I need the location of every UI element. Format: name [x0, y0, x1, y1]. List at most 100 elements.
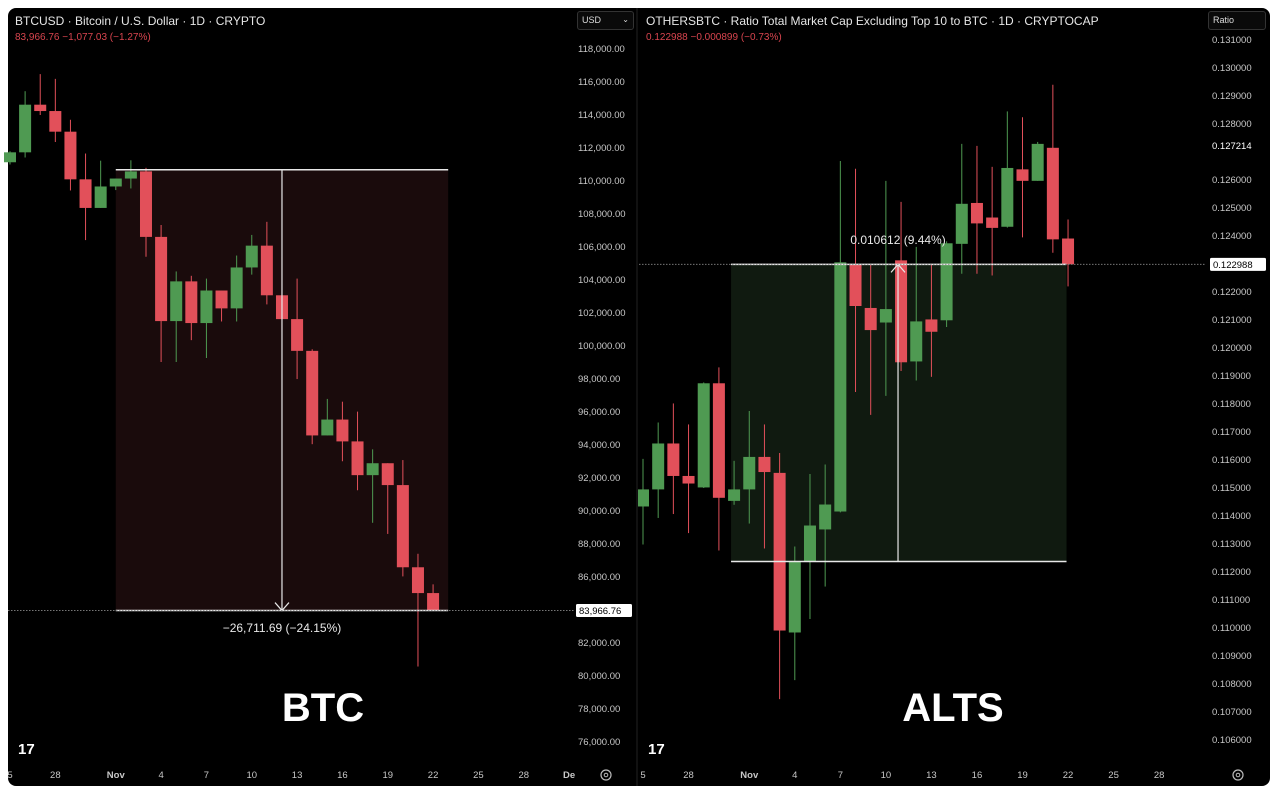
candle-body	[834, 262, 847, 512]
x-tick-label: 13	[292, 770, 303, 781]
x-tick-label: 16	[337, 770, 348, 781]
candle-body	[1001, 167, 1014, 227]
candle-body	[879, 309, 892, 323]
alts-quote: 0.122988 −0.000899 (−0.73%)	[646, 32, 782, 43]
candle-body	[396, 485, 409, 568]
x-tick-label: 28	[50, 770, 61, 781]
x-tick-label: 5	[640, 770, 645, 781]
y-tick-label: 0.126000	[1212, 175, 1252, 186]
y-tick-label: 0.117000	[1212, 427, 1251, 438]
candle-body	[366, 463, 379, 476]
candle-body	[773, 472, 786, 631]
candle	[245, 234, 258, 275]
y-tick-label: 0.119000	[1212, 371, 1251, 382]
x-tick-label: 4	[158, 770, 163, 781]
candle-body	[1046, 147, 1059, 240]
candle-body	[1016, 169, 1029, 181]
candle	[155, 224, 168, 362]
candle	[94, 160, 107, 208]
candle-body	[49, 111, 62, 132]
candle-body	[4, 152, 16, 163]
candle	[64, 119, 77, 191]
gear-outline	[1232, 769, 1244, 781]
candle	[381, 463, 394, 534]
candle	[803, 474, 816, 620]
candle-body	[758, 456, 771, 473]
candle	[864, 264, 877, 415]
x-tick-label: 25	[473, 770, 484, 781]
scale-select[interactable]: Ratio	[1208, 11, 1266, 30]
x-tick-label: 22	[1063, 770, 1074, 781]
candle	[955, 143, 968, 274]
candle	[970, 145, 983, 274]
btc-symbol-title: BTCUSD · Bitcoin / U.S. Dollar · 1D · CR…	[15, 14, 266, 28]
x-tick-label: Nov	[107, 770, 126, 781]
candle	[940, 241, 953, 327]
y-tick-label: 92,000.00	[578, 473, 620, 484]
candle	[697, 382, 710, 488]
y-tick-label: 104,000.00	[578, 275, 626, 286]
alts-chart: 0.010612 (9.44%) 0.131000 0.130000 0.129000…	[636, 35, 1266, 781]
candle-body	[427, 593, 440, 611]
x-tick-label: 28	[683, 770, 694, 781]
candle-body	[94, 186, 107, 208]
last-price-badge-text: 0.122988	[1213, 260, 1253, 271]
chevron-down-icon: ⌄	[622, 15, 629, 24]
candle	[743, 411, 756, 524]
y-tick-label: 82,000.00	[578, 638, 620, 649]
x-tick-label: De	[563, 770, 575, 781]
y-tick-label: 0.107000	[1212, 707, 1252, 718]
candle	[986, 166, 999, 276]
y-tick-label: 0.122000	[1212, 287, 1252, 298]
settings-gear-icon[interactable]	[600, 769, 612, 781]
candle-body	[682, 475, 695, 484]
candle-body	[336, 419, 349, 442]
candle-body	[986, 217, 999, 228]
candle-body	[1031, 143, 1044, 181]
x-tick-label: 7	[204, 770, 209, 781]
y-tick-label: 110,000.00	[578, 176, 625, 187]
btc-chart: −26,711.69 (−24.15%) 118,000.00 116,000.00…	[4, 44, 632, 781]
btc-quote: 83,966.76 −1,077.03 (−1.27%)	[15, 32, 151, 43]
candle	[652, 422, 665, 518]
candle	[667, 403, 680, 515]
measure-label: 0.010612 (9.44%)	[850, 233, 945, 247]
y-tick-label: 0.115000	[1212, 483, 1251, 494]
candle-body	[109, 178, 122, 187]
x-tick-label: Nov	[740, 770, 759, 781]
alts-symbol-title: OTHERSBTC · Ratio Total Market Cap Exclu…	[646, 14, 1099, 28]
y-tick-label: 0.114000	[1212, 511, 1251, 522]
x-tick-label: 28	[518, 770, 529, 781]
candle	[109, 178, 122, 191]
y-tick-label: 0.108000	[1212, 679, 1252, 690]
candle-body	[215, 290, 228, 309]
candle	[910, 246, 923, 381]
y-tick-label: 86,000.00	[578, 572, 620, 583]
candle	[79, 153, 92, 241]
y-tick-label: 108,000.00	[578, 209, 626, 220]
candle	[1031, 141, 1044, 181]
y-tick-label: 0.106000	[1212, 735, 1252, 746]
settings-gear-icon[interactable]	[1232, 769, 1244, 781]
y-tick-label: 112,000.00	[578, 143, 625, 154]
y-tick-label: 0.120000	[1212, 343, 1252, 354]
candle-body	[864, 307, 877, 331]
currency-select[interactable]: USD ⌄	[577, 11, 634, 30]
x-tick-label: 10	[881, 770, 892, 781]
candle	[4, 151, 16, 165]
candle-body	[245, 245, 258, 268]
y-tick-label: 118,000.00	[578, 44, 625, 55]
candle	[1046, 84, 1059, 253]
candle-body	[803, 525, 816, 562]
last-price-badge	[1210, 257, 1266, 271]
y-tick-label: 0.109000	[1212, 651, 1252, 662]
x-tick-label: 19	[1017, 770, 1028, 781]
candle-body	[351, 441, 364, 476]
candle	[185, 275, 198, 341]
candle	[834, 160, 847, 513]
candle	[321, 398, 334, 436]
candle-body	[667, 443, 680, 476]
y-tick-label: 80,000.00	[578, 671, 620, 682]
candle-body	[1062, 238, 1075, 265]
